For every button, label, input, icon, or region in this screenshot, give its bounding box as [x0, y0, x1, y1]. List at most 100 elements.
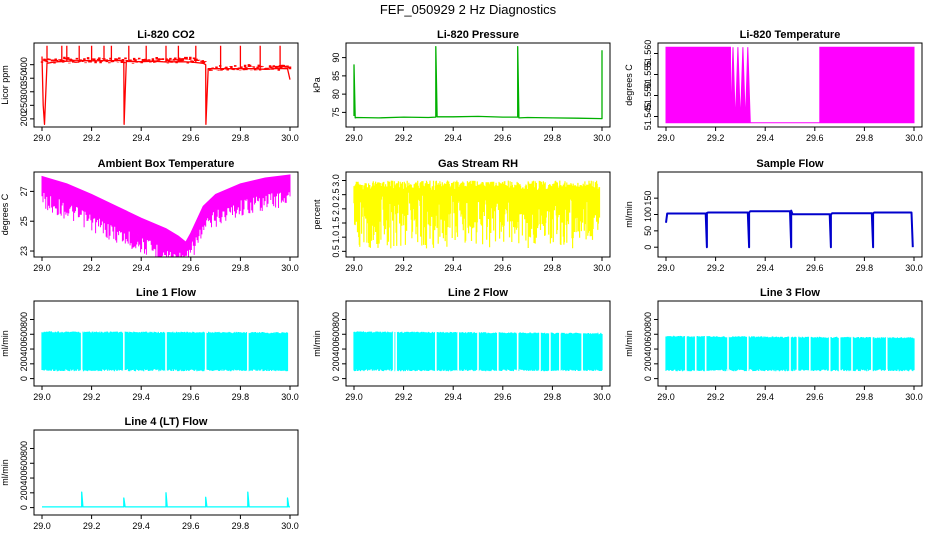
x-tick-label: 29.6	[182, 392, 200, 402]
y-tick-label: 2.5	[331, 188, 341, 201]
y-tick-label: 23	[19, 246, 29, 256]
series-spikes	[46, 45, 281, 69]
y-tick-label: 350	[19, 71, 29, 86]
flow-gap	[685, 333, 687, 374]
x-tick-label: 30.0	[593, 392, 611, 402]
x-tick-label: 29.4	[132, 521, 150, 531]
y-tick-label: 0	[643, 245, 653, 250]
panel-9: Line 3 Flow ml/min 29.0 29.2 29.4 29.6 29.8 30.…	[624, 287, 923, 402]
x-tick-label: 29.8	[856, 263, 874, 273]
y-tick-label: 800	[19, 441, 29, 456]
x-tick-label: 29.4	[444, 392, 462, 402]
y-axis-label: kPa	[312, 77, 322, 93]
y-tick-label: 300	[19, 84, 29, 99]
y-tick-label: 200	[643, 356, 653, 371]
x-tick-label: 29.2	[707, 392, 725, 402]
flow-gap	[80, 329, 83, 374]
y-tick-label: 400	[19, 342, 29, 357]
panel-title: Gas Stream RH	[438, 158, 518, 170]
flow-gap	[165, 329, 167, 374]
flow-gap	[828, 333, 831, 374]
x-tick-label: 29.8	[232, 392, 250, 402]
panel-frame	[33, 300, 299, 387]
panel-7: Line 1 Flow ml/min 29.0 29.2 29.4 29.6 29.8 30.…	[0, 287, 299, 402]
x-tick-label: 29.2	[395, 263, 413, 273]
x-tick-label: 29.4	[132, 392, 150, 402]
panel-8: Line 2 Flow ml/min 29.0 29.2 29.4 29.6 29.8 30.…	[312, 287, 611, 402]
flow-gap	[727, 333, 729, 374]
panel-title: Li-820 CO2	[137, 29, 194, 41]
y-tick-label: 51.560	[643, 40, 653, 68]
panel-frame	[345, 42, 611, 128]
flow-gap	[477, 329, 479, 374]
x-tick-label: 30.0	[905, 133, 923, 143]
y-tick-label: 100	[643, 207, 653, 222]
x-tick-label: 29.4	[444, 263, 462, 273]
data-layer	[41, 329, 289, 374]
panel-10: Line 4 (LT) Flow ml/min 29.0 29.2 29.4 29.6 29…	[0, 416, 299, 531]
y-tick-label: 0.5	[331, 245, 341, 258]
panel-title: Ambient Box Temperature	[98, 158, 235, 170]
x-tick-label: 29.6	[182, 263, 200, 273]
y-tick-label: 800	[19, 312, 29, 327]
x-tick-label: 29.6	[494, 392, 512, 402]
y-tick-label: 800	[643, 312, 653, 327]
y-tick-label: 51.555	[643, 61, 653, 89]
series-band	[41, 331, 289, 372]
flow-gap	[789, 333, 791, 374]
data-layer	[41, 174, 291, 257]
x-tick-label: 29.8	[232, 521, 250, 531]
panel-1: Li-820 CO2 Licor ppm 29.0 29.2 29.4 29.6 29.8 3…	[0, 29, 299, 143]
x-tick-label: 29.6	[494, 263, 512, 273]
x-tick-label: 29.0	[345, 392, 363, 402]
flow-gap	[747, 333, 749, 374]
panel-title: Line 4 (LT) Flow	[125, 416, 208, 428]
data-layer	[665, 209, 914, 249]
x-tick-label: 29.8	[232, 263, 250, 273]
data-layer	[353, 46, 603, 120]
y-tick-label: 200	[19, 111, 29, 126]
y-tick-label: 51.550	[643, 82, 653, 110]
flow-gap	[549, 329, 551, 374]
x-tick-label: 30.0	[281, 263, 299, 273]
x-tick-label: 29.2	[707, 133, 725, 143]
flow-gap	[516, 329, 519, 374]
panel-frame	[345, 300, 611, 387]
y-tick-label: 85	[331, 71, 341, 81]
flow-gap	[204, 329, 207, 374]
x-tick-label: 29.8	[544, 263, 562, 273]
flow-gap	[123, 329, 125, 374]
series-band	[353, 180, 601, 249]
flow-gap	[851, 333, 853, 374]
y-tick-label: 0	[19, 505, 29, 510]
x-tick-label: 29.2	[83, 133, 101, 143]
x-tick-label: 30.0	[905, 263, 923, 273]
panel-4: Ambient Box Temperature degrees C 29.0 29.2…	[0, 158, 299, 273]
y-tick-label: 80	[331, 89, 341, 99]
y-tick-label: 2.0	[331, 203, 341, 216]
x-tick-label: 29.6	[806, 263, 824, 273]
y-tick-label: 1.5	[331, 217, 341, 230]
panel-5: Gas Stream RH percent 29.0 29.2 29.4 29.6 29.8…	[312, 158, 611, 273]
x-tick-label: 29.2	[83, 263, 101, 273]
y-tick-label: 150	[643, 191, 653, 206]
panel-frame	[657, 300, 923, 387]
y-tick-label: 27	[19, 186, 29, 196]
x-tick-label: 29.4	[756, 133, 774, 143]
series-line	[665, 209, 914, 249]
y-tick-label: 3.0	[331, 174, 341, 187]
flow-gap	[539, 329, 541, 374]
x-tick-label: 29.2	[395, 133, 413, 143]
y-tick-label: 600	[331, 327, 341, 342]
x-tick-label: 30.0	[593, 133, 611, 143]
y-axis-label: Licor ppm	[0, 65, 10, 105]
x-tick-label: 29.4	[132, 133, 150, 143]
x-tick-label: 29.6	[182, 133, 200, 143]
panel-title: Li-820 Pressure	[437, 29, 519, 41]
panel-frame	[345, 171, 611, 258]
x-tick-label: 29.0	[657, 133, 675, 143]
panel-frame	[657, 42, 923, 128]
y-axis-label: degrees C	[0, 193, 10, 235]
y-tick-label: 200	[331, 356, 341, 371]
